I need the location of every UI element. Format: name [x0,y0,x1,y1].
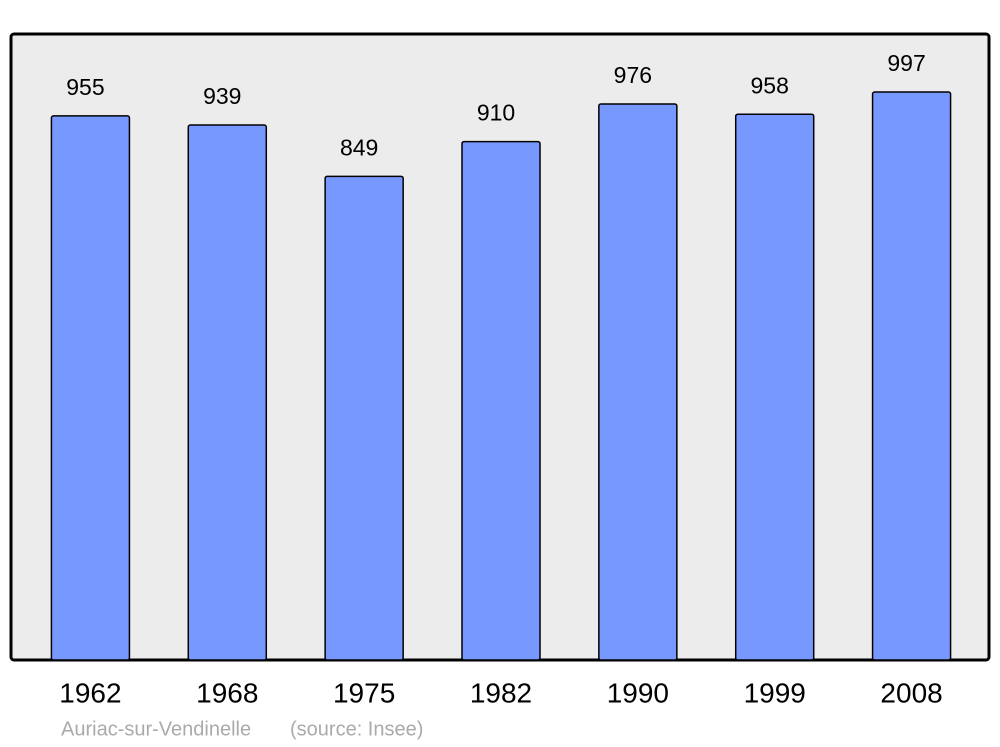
value-label: 955 [66,74,104,100]
x-tick-label: 1962 [59,677,121,708]
bar [187,124,268,661]
x-tick-label: 1968 [196,677,258,708]
bar [50,115,131,661]
bar [734,113,815,661]
value-label: 939 [203,83,241,109]
bar [324,175,404,661]
value-label: 997 [887,50,925,76]
value-label: 910 [477,100,515,126]
x-tick-label: 1990 [607,677,669,708]
chart-title: Auriac-sur-Vendinelle [61,718,251,740]
value-label: 849 [340,134,378,160]
bar [461,140,541,661]
x-tick-label: 1982 [470,677,532,708]
bar [871,91,952,661]
value-label: 958 [751,72,789,98]
bar [598,103,678,661]
x-tick-label: 1975 [333,677,395,708]
x-tick-label: 2008 [880,677,942,708]
x-tick-label: 1999 [744,677,806,708]
source-note: (source: Insee) [290,718,423,740]
value-label: 976 [614,62,652,88]
